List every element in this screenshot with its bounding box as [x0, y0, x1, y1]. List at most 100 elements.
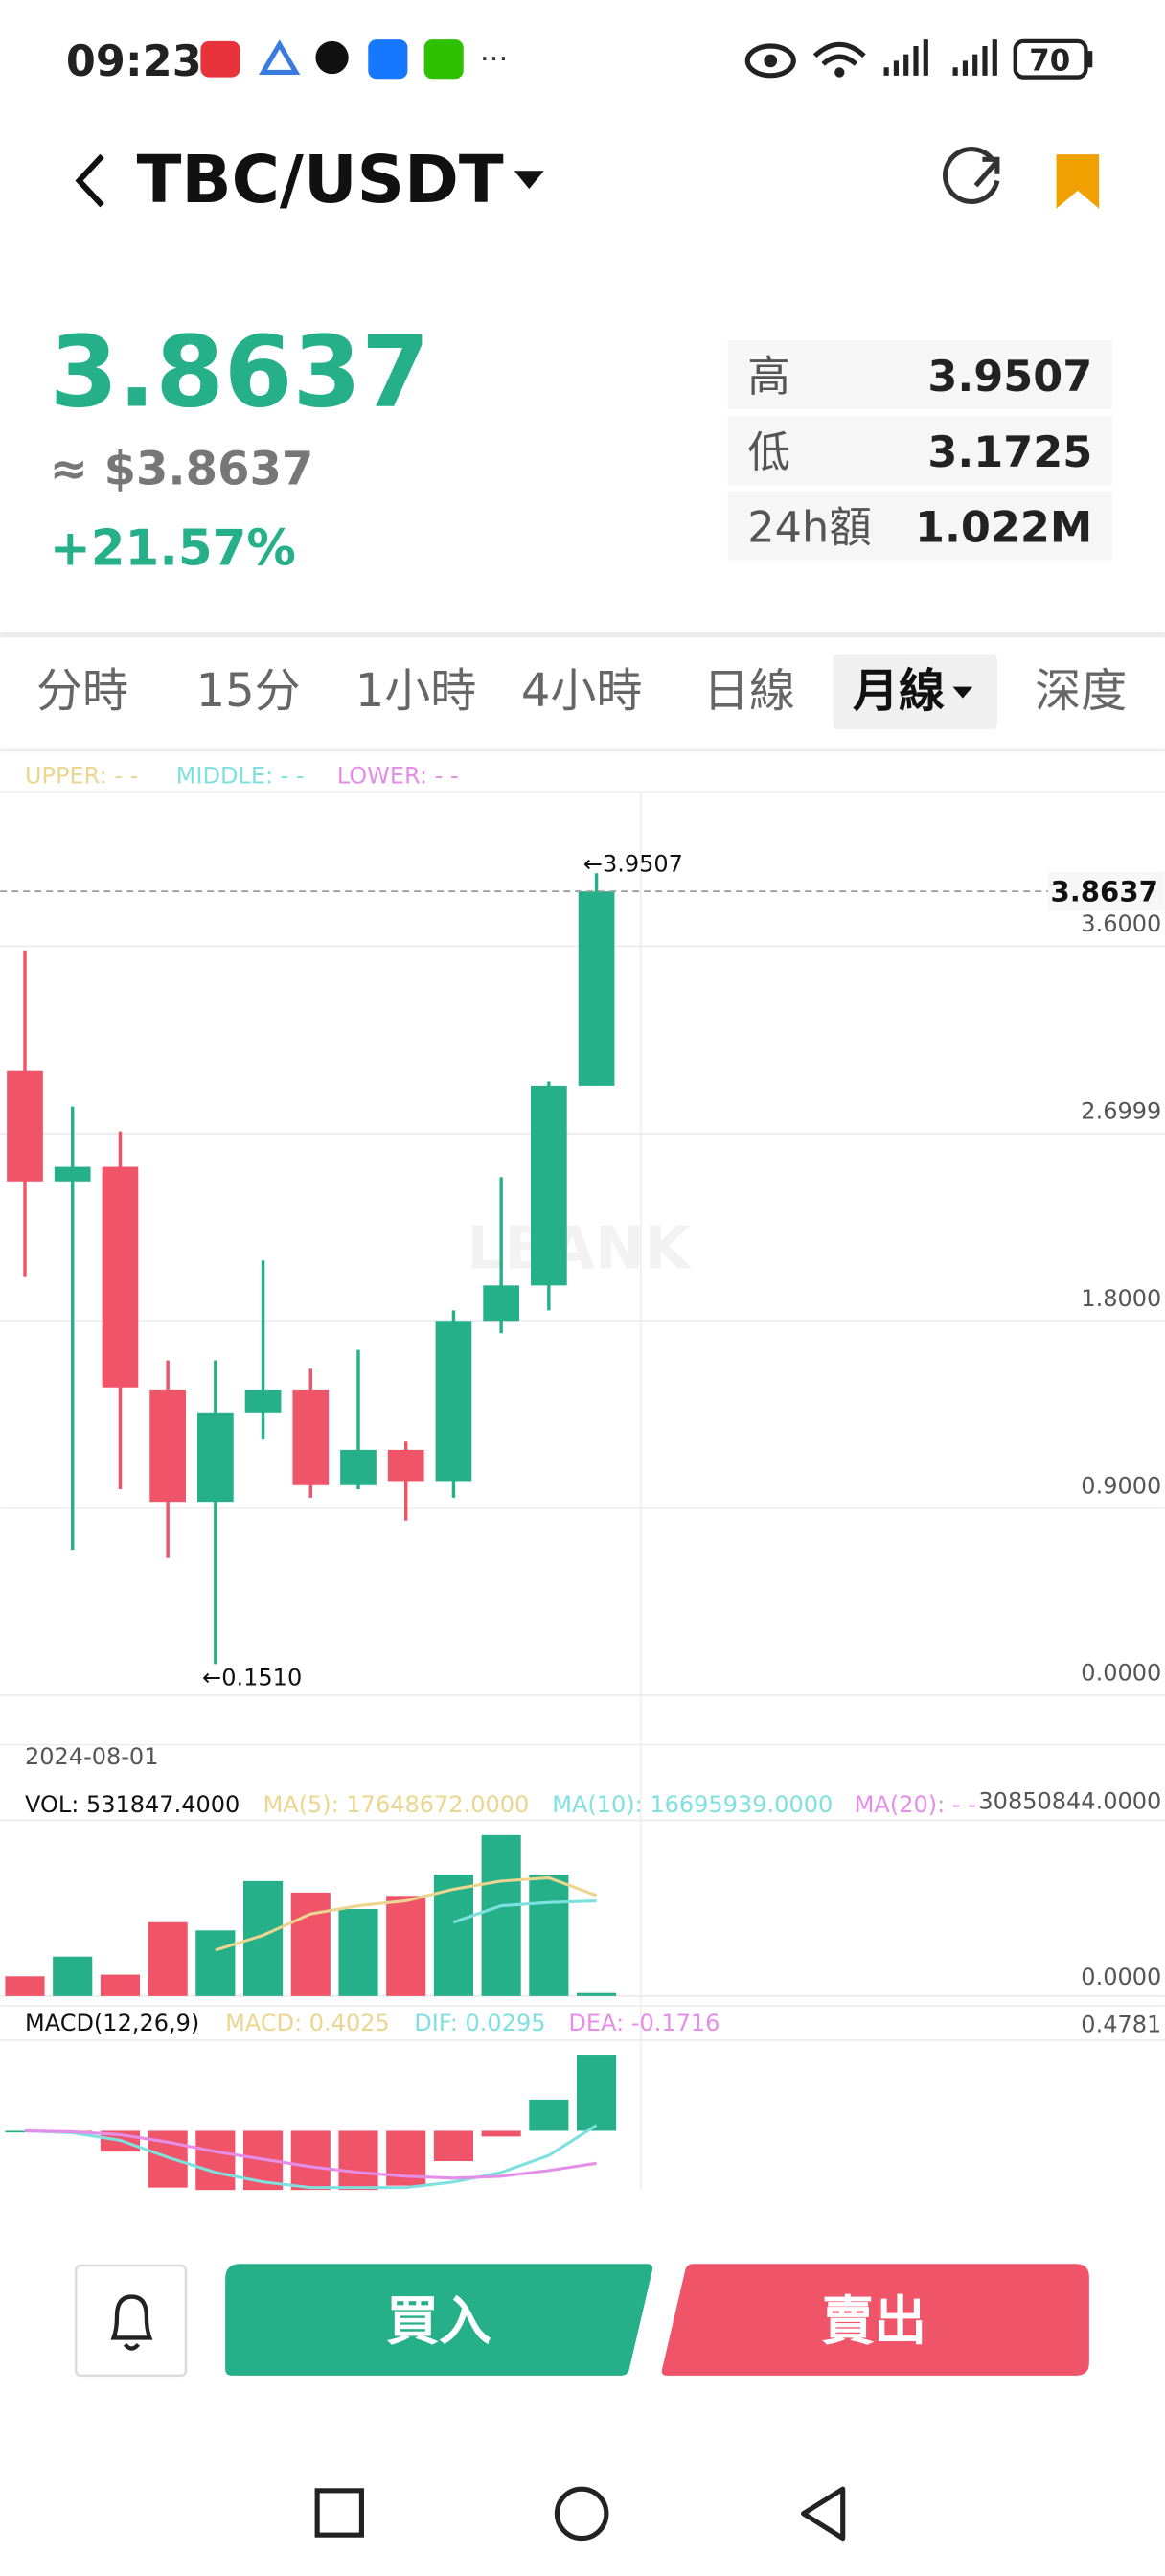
y-tick-label: 1.8000	[1081, 1285, 1161, 1312]
ma-label: MA(5): 17648672.0000	[263, 1791, 530, 1818]
interval-tab[interactable]: 4小時	[521, 664, 643, 718]
wifi-icon	[834, 67, 845, 78]
last-price-tag	[1048, 871, 1165, 911]
candle-body	[54, 1166, 91, 1182]
app-icon	[200, 40, 240, 78]
candle-body	[387, 1449, 424, 1482]
macd-bar	[338, 2130, 378, 2191]
watermark: LBANK	[467, 1213, 693, 1282]
sell-label: 賣出	[821, 2290, 926, 2352]
y-tick-label: 0.0000	[1081, 1660, 1161, 1687]
alert-button[interactable]	[74, 2264, 188, 2378]
candle-body	[578, 891, 615, 1086]
volume-bar	[195, 1930, 236, 1996]
interval-tabs: 分時 15分 1小時 4小時 日線 月線 深度	[36, 654, 1127, 730]
y-tick-label: 30850844.0000	[978, 1787, 1161, 1814]
battery	[1013, 38, 1088, 80]
last-price-label: 3.8637	[1050, 875, 1157, 908]
nav-home[interactable]	[554, 2486, 609, 2542]
ma-label: MA(10): 16695939.0000	[552, 1791, 833, 1818]
stat-label: 24h額	[747, 503, 872, 553]
macd-plot	[5, 2055, 617, 2191]
nav-back[interactable]	[801, 2486, 846, 2542]
interval-tab[interactable]: 月線	[853, 664, 945, 718]
interval-tab[interactable]: 日線	[703, 664, 795, 718]
macd-title: MACD(12,26,9)	[25, 2010, 199, 2036]
favorite-button[interactable]	[1056, 154, 1100, 209]
y-tick-label: 2.6999	[1081, 1097, 1161, 1124]
interval-tab[interactable]: 分時	[36, 664, 128, 718]
candle-body	[292, 1389, 330, 1485]
pair-title[interactable]: TBC/USDT	[137, 142, 504, 218]
candle-body	[531, 1085, 567, 1286]
macd-chart: MACD(12,26,9) MACD: 0.4025 DIF: 0.0295 DEA:…	[0, 2005, 1165, 2191]
price-change: +21.57%	[50, 520, 296, 578]
high-annotation: ←3.9507	[583, 851, 683, 878]
y-tick-label: 3.6000	[1081, 910, 1161, 937]
volume-bar	[481, 1834, 521, 1996]
interval-tab[interactable]: 1小時	[355, 664, 477, 718]
sell-button[interactable]	[661, 2264, 1089, 2376]
buy-button[interactable]	[225, 2264, 653, 2376]
kline-chart: UPPER: - - MIDDLE: - - LOWER: - - LBANK 0.00…	[0, 763, 1165, 2191]
indicator-label: LOWER: - -	[337, 763, 459, 790]
volume-bar	[338, 1909, 378, 1996]
share-button[interactable]	[943, 147, 1000, 205]
volume-bar	[53, 1956, 93, 1996]
stat-row	[727, 339, 1112, 409]
date-label: 2024-08-01	[25, 1743, 158, 1770]
nav-recent[interactable]	[314, 2488, 365, 2538]
macd-label: DEA: -0.1716	[568, 2010, 720, 2036]
y-tick-label: 0.4781	[1081, 2012, 1161, 2038]
y-tick-label: 0.9000	[1081, 1472, 1161, 1499]
ma5-line	[215, 1875, 598, 1952]
app-icon	[368, 39, 408, 80]
candle-body	[244, 1389, 282, 1413]
back-button[interactable]	[75, 153, 104, 208]
stat-label: 低	[747, 427, 790, 477]
stat-value: 1.022M	[915, 503, 1092, 553]
macd-bar	[577, 2055, 617, 2131]
pair-dropdown[interactable]	[514, 171, 544, 190]
ma10-line	[452, 1899, 597, 1924]
candle-body	[7, 1070, 43, 1182]
share-button[interactable]	[973, 156, 1000, 188]
volume-title: VOL: 531847.4000	[25, 1791, 240, 1818]
buy-label: 買入	[386, 2290, 491, 2352]
last-price: 3.8637	[50, 315, 430, 429]
dif-line	[24, 2124, 598, 2190]
candle-body	[435, 1321, 472, 1482]
candle-body	[149, 1389, 186, 1503]
candle-body	[483, 1285, 519, 1322]
status-time: 09:23	[66, 36, 202, 86]
fiat-price: ≈ $3.8637	[50, 443, 314, 496]
indicator-label: UPPER: - -	[25, 763, 138, 790]
stat-row	[727, 415, 1112, 485]
volume-bar	[433, 1874, 473, 1996]
eye-icon	[744, 43, 796, 79]
macd-bar	[195, 2130, 236, 2191]
macd-label: DIF: 0.0295	[414, 2010, 545, 2036]
interval-tab[interactable]: 深度	[1035, 664, 1127, 718]
volume-bar	[577, 1992, 617, 1996]
stat-value: 3.1725	[927, 427, 1092, 477]
dea-line	[24, 2128, 597, 2180]
stat-value: 3.9507	[927, 352, 1092, 402]
stat-row	[727, 491, 1112, 561]
ma-label: MA(20): - -	[855, 1791, 976, 1818]
battery-level: 70	[1029, 44, 1070, 79]
signal-icon	[883, 39, 928, 76]
tab-dropdown[interactable]	[952, 686, 973, 699]
volume-bar	[386, 1896, 426, 1996]
macd-bar	[243, 2130, 284, 2191]
macd-bar	[529, 2099, 569, 2131]
battery	[1087, 51, 1093, 68]
divider	[0, 632, 1165, 638]
macd-label: MACD: 0.4025	[225, 2010, 390, 2036]
volume-bar	[100, 1974, 140, 1996]
volume-bar	[290, 1892, 331, 1996]
interval-tab[interactable]: 15分	[196, 664, 301, 718]
app-icon	[423, 39, 464, 80]
